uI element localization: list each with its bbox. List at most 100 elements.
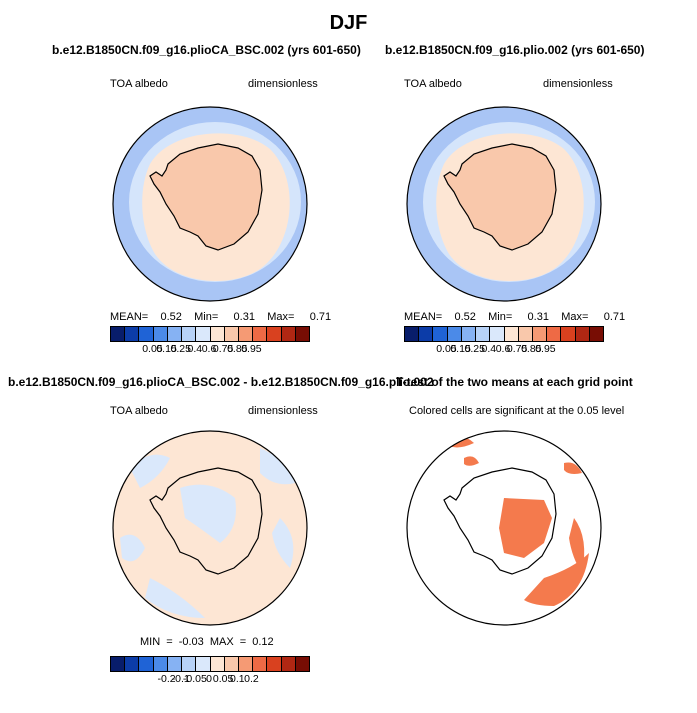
panel-3-variable-label: TOA albedo (110, 405, 168, 417)
significant-region (464, 456, 479, 466)
colorbar-swatch (111, 327, 126, 341)
colorbar-swatch (476, 327, 491, 341)
colorbar-swatch (210, 657, 225, 671)
panel-2-units-label: dimensionless (543, 78, 613, 90)
colorbar-swatch (575, 327, 590, 341)
colorbar-tick-label: 0.95 (535, 343, 556, 355)
mean-value: 0.52 (160, 311, 182, 323)
panel-1-colorbar (110, 326, 310, 342)
colorbar-tick-label: 0.95 (241, 343, 262, 355)
panel-2-colorbar (404, 326, 604, 342)
colorbar-swatch (281, 327, 296, 341)
panel-1-stats: MEAN= 0.52 Min= 0.31 Max= 0.71 (110, 311, 331, 323)
panel-1-units-label: dimensionless (248, 78, 318, 90)
mean-label: MEAN= (404, 311, 443, 323)
colorbar-swatch (490, 327, 505, 341)
panel-2-stats: MEAN= 0.52 Min= 0.31 Max= 0.71 (404, 311, 625, 323)
mean-value: 0.52 (454, 311, 476, 323)
colorbar-swatch (153, 327, 168, 341)
panel-1-title: b.e12.B1850CN.f09_g16.plioCA_BSC.002 (yr… (52, 43, 361, 57)
colorbar-tick-label: 0.15 (156, 343, 177, 355)
colorbar-swatch (182, 657, 197, 671)
colorbar-swatch (125, 657, 140, 671)
colorbar-swatch (253, 657, 268, 671)
map-border (406, 106, 602, 302)
colorbar-swatch (224, 657, 239, 671)
colorbar-swatch (253, 327, 268, 341)
colorbar-swatch (125, 327, 140, 341)
colorbar-swatch (267, 657, 282, 671)
colorbar-tick-label: -0.1 (171, 673, 190, 685)
colorbar-swatch (238, 657, 254, 671)
negative-anomaly-patch (272, 518, 294, 568)
coastline (443, 467, 557, 575)
colorbar-swatch (196, 657, 211, 671)
colorbar-swatch (405, 327, 420, 341)
negative-anomaly-patch (260, 448, 295, 485)
mean-label: MEAN= (110, 311, 149, 323)
colorbar-tick-label: 0.75 (212, 343, 234, 355)
panel-2-title: b.e12.B1850CN.f09_g16.plio.002 (yrs 601-… (385, 43, 645, 57)
coastline (149, 143, 263, 251)
colorbar-swatch (589, 327, 604, 341)
colorbar-tick-label: 0.6 (201, 343, 217, 355)
map-border (406, 430, 602, 626)
significant-region (569, 518, 585, 573)
colorbar-tick-label: 0.75 (506, 343, 528, 355)
colorbar-swatch (547, 327, 562, 341)
max-label: Max= (267, 311, 295, 323)
panel-2-map (406, 106, 602, 302)
panel-1-variable-label: TOA albedo (110, 78, 168, 90)
significant-region (564, 462, 582, 474)
panel-3-units-label: dimensionless (248, 405, 318, 417)
significant-region (524, 553, 589, 606)
map-border (112, 106, 308, 302)
negative-anomaly-patch (130, 454, 170, 488)
colorbar-tick-label: 0.1 (229, 673, 245, 685)
panel-1-map (112, 106, 308, 302)
colorbar-tick-label: 0.2 (244, 673, 259, 685)
max-label: Max= (561, 311, 589, 323)
colorbar-tick-label: 0 (206, 673, 212, 685)
panel-3-title: b.e12.B1850CN.f09_g16.plioCA_BSC.002 - b… (8, 375, 434, 389)
colorbar-swatch (111, 657, 126, 671)
colorbar-swatch (210, 327, 225, 341)
colorbar-swatch (167, 327, 183, 341)
colorbar-swatch (139, 327, 154, 341)
colorbar-swatch (561, 327, 576, 341)
colorbar-tick-label: 0.05 (436, 343, 457, 355)
panel-4-map (406, 430, 602, 626)
colorbar-swatch (295, 327, 310, 341)
colorbar-tick-label: 0.25 (464, 343, 485, 355)
colorbar-swatch (153, 657, 168, 671)
negative-anomaly-patch (145, 578, 205, 618)
colorbar-swatch (196, 327, 211, 341)
panel-3-map (112, 430, 308, 626)
coastline (149, 467, 263, 575)
map-border (112, 430, 308, 626)
colorbar-swatch (504, 327, 519, 341)
panel-3-stats: MIN = -0.03 MAX = 0.12 (140, 636, 274, 648)
colorbar-tick-label: 0.4 (187, 343, 203, 355)
negative-anomaly-patch (120, 534, 145, 562)
colorbar-tick-label: 0.6 (495, 343, 511, 355)
min-value: 0.31 (527, 311, 549, 323)
colorbar-swatch (267, 327, 282, 341)
colorbar-swatch (461, 327, 477, 341)
panel-3-colorbar (110, 656, 310, 672)
colorbar-swatch (447, 327, 462, 341)
negative-anomaly-patch (180, 484, 236, 543)
colorbar-tick-label: 0.05 (212, 673, 234, 685)
colorbar-swatch (167, 657, 183, 671)
panel-4-title: T-test of the two means at each grid poi… (396, 375, 633, 389)
colorbar-tick-label: -0.05 (182, 673, 207, 685)
colorbar-swatch (224, 327, 239, 341)
max-value: 0.71 (309, 311, 332, 323)
colorbar-tick-label: 0.85 (227, 343, 248, 355)
colorbar-tick-label: 0.4 (481, 343, 497, 355)
panel-4-subtitle: Colored cells are significant at the 0.0… (409, 405, 625, 417)
colorbar-swatch (433, 327, 448, 341)
colorbar-swatch (238, 327, 254, 341)
min-value: 0.31 (233, 311, 255, 323)
colorbar-swatch (532, 327, 548, 341)
